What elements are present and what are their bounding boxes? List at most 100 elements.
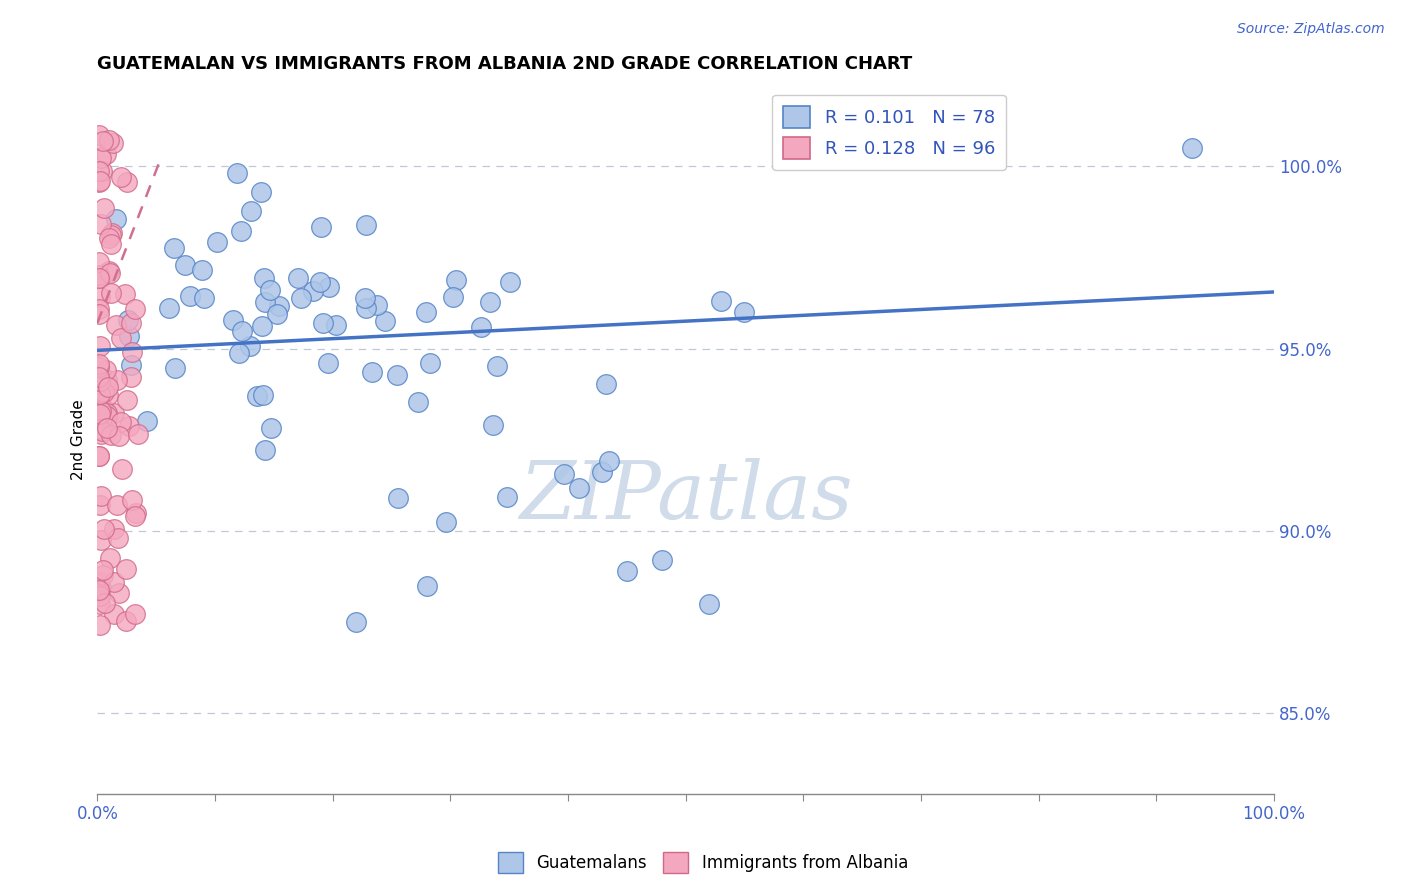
Point [104,318,127,332]
Point [87,357,110,371]
Point [117,313,139,327]
Point [96,147,118,161]
Point [97,388,120,402]
Point [252,318,274,333]
Point [250,185,273,199]
Point [87,175,110,189]
Point [96,409,118,423]
Text: Source: ZipAtlas.com: Source: ZipAtlas.com [1237,22,1385,37]
Point [90,424,112,438]
Point [87,164,110,178]
Point [231,224,253,238]
Point [416,579,439,593]
Point [228,346,250,360]
Point [478,294,501,309]
Point [733,305,755,319]
Point [89,387,111,401]
Point [254,442,277,457]
Point [107,586,129,600]
Point [259,284,281,298]
Point [595,377,617,392]
Point [127,427,149,442]
Point [90,533,112,547]
Point [374,314,396,328]
Point [239,339,262,353]
Point [87,268,110,283]
Point [89,598,111,612]
Point [114,287,136,301]
Point [110,331,132,345]
Point [318,280,340,294]
Point [89,583,111,598]
Point [354,301,377,315]
Point [174,258,197,272]
Point [94,595,117,609]
Point [254,295,277,310]
Point [93,384,115,399]
Point [100,427,122,442]
Point [163,361,186,376]
Point [89,174,111,188]
Point [115,614,138,628]
Point [325,318,347,332]
Point [105,499,128,513]
Point [105,211,128,226]
Point [87,370,110,384]
Point [361,365,384,379]
Point [253,271,276,285]
Point [118,328,141,343]
Point [89,271,111,285]
Point [90,404,112,418]
Point [96,373,118,387]
Point [121,345,143,359]
Point [302,284,325,298]
Point [267,299,290,313]
Point [441,290,464,304]
Point [567,481,589,495]
Text: GUATEMALAN VS IMMIGRANTS FROM ALBANIA 2ND GRADE CORRELATION CHART: GUATEMALAN VS IMMIGRANTS FROM ALBANIA 2N… [97,55,912,73]
Point [105,373,128,387]
Point [366,298,388,312]
Point [87,450,110,464]
Point [115,175,138,189]
Point [444,273,467,287]
Point [87,271,110,285]
Point [163,241,186,255]
Point [89,589,111,603]
Point [110,415,132,429]
Point [120,370,142,384]
Point [101,136,124,150]
Point [90,403,112,417]
Point [90,163,112,178]
Point [354,291,377,305]
Point [260,421,283,435]
Point [96,421,118,435]
Point [103,607,125,622]
Point [290,291,312,305]
Point [98,133,121,147]
Point [222,312,245,326]
Point [89,375,111,389]
Point [91,563,114,577]
Text: ZIPatlas: ZIPatlas [519,458,852,535]
Point [89,290,111,304]
Point [90,427,112,442]
Point [308,275,330,289]
Point [91,401,114,416]
Point [87,128,110,142]
Point [470,320,492,334]
Point [100,237,122,252]
Point [89,339,111,353]
Point [651,553,673,567]
Point [97,380,120,394]
Legend: R = 0.101   N = 78, R = 0.128   N = 96: R = 0.101 N = 78, R = 0.128 N = 96 [772,95,1007,169]
Point [93,522,115,536]
Point [107,531,129,545]
Legend: Guatemalans, Immigrants from Albania: Guatemalans, Immigrants from Albania [491,846,915,880]
Point [89,360,111,375]
Point [90,217,112,231]
Point [553,467,575,481]
Point [482,417,505,432]
Point [179,289,201,303]
Point [205,235,228,249]
